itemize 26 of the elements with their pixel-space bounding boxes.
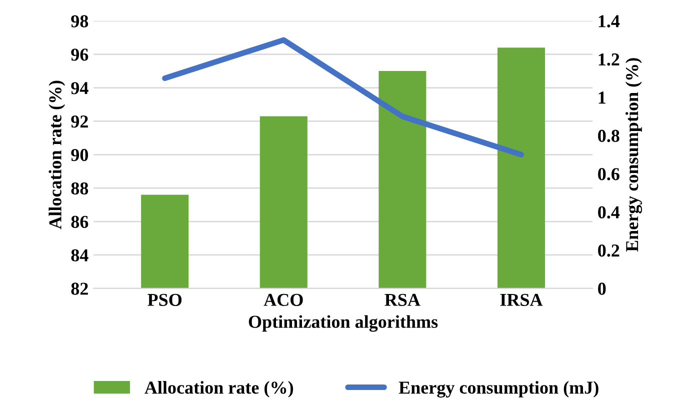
x-tick-label: RSA <box>384 294 420 306</box>
legend-label: Allocation rate (%) <box>144 381 294 398</box>
y2-tick-label: 0 <box>598 282 606 295</box>
x-tick-label: PSO <box>148 294 182 306</box>
x-tick-label: IRSA <box>500 294 543 306</box>
y2-tick-label: 0.4 <box>598 206 620 219</box>
y2-tick-label: 1.4 <box>598 15 620 28</box>
y-tick-label: 92 <box>71 116 88 128</box>
y-tick-label: 86 <box>71 216 88 228</box>
y2-tick-label: 0.8 <box>598 130 620 142</box>
y-tick-label: 96 <box>71 48 88 61</box>
y-tick-label: 88 <box>71 182 88 195</box>
y-axis-title: Allocation rate (%) <box>48 80 66 230</box>
y-tick-label: 94 <box>71 82 88 94</box>
x-tick-label: ACO <box>264 294 303 306</box>
x-axis-title: Optimization algorithms <box>248 315 438 332</box>
y-tick-label: 84 <box>71 249 88 262</box>
y2-tick-label: 0.6 <box>598 168 620 180</box>
y2-tick-label: 0.2 <box>598 244 620 257</box>
y-tick-label: 90 <box>71 148 88 162</box>
y-tick-label: 98 <box>71 15 88 28</box>
y2-tick-label: 1.2 <box>598 53 620 66</box>
y-tick-label: 82 <box>71 282 88 295</box>
y2-tick-label: 1 <box>598 92 606 104</box>
y2-axis-title: Energy consumption (%) <box>626 58 642 252</box>
legend-label: Energy consumption (mJ) <box>398 381 598 398</box>
